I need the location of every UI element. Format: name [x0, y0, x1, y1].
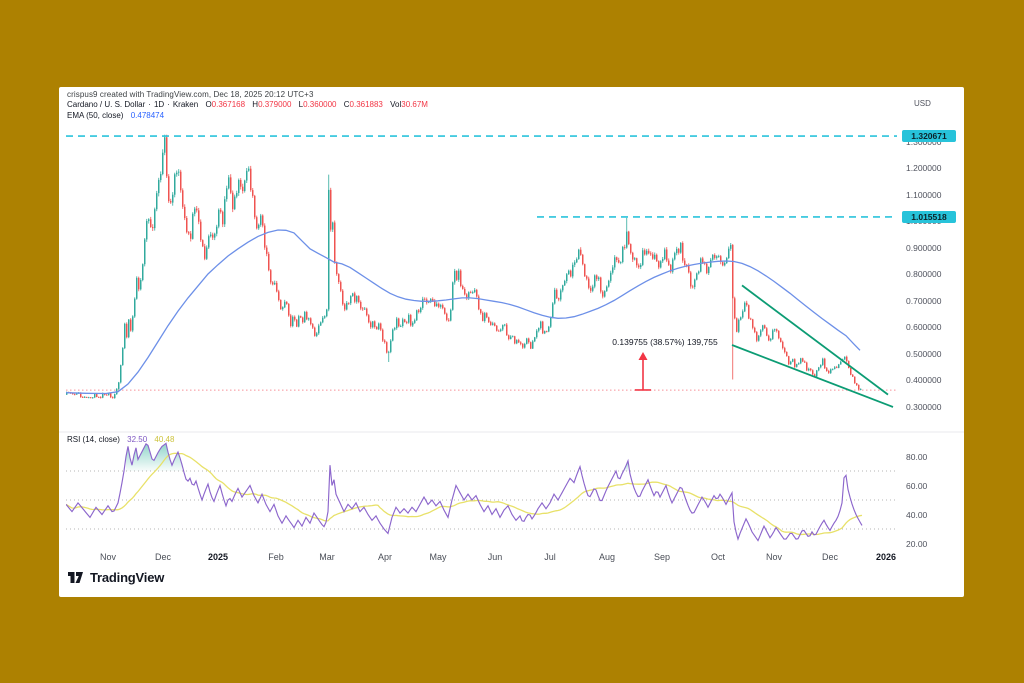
rsi-value: 32.50 — [127, 435, 148, 444]
ema-value: 0.478474 — [130, 111, 165, 120]
chart-panel: crispus9 created with TradingView.com, D… — [59, 87, 964, 597]
rsi-ma-value: 40.48 — [154, 435, 175, 444]
tradingview-logo-text: TradingView — [90, 570, 165, 585]
symbol-name[interactable]: Cardano / U. S. Dollar — [67, 100, 146, 109]
legend-separator: · — [167, 100, 170, 109]
tradingview-logo-icon — [68, 572, 83, 583]
interval-label[interactable]: 1D — [153, 100, 165, 109]
attribution-text: crispus9 created with TradingView.com, D… — [67, 90, 314, 99]
tradingview-logo[interactable]: TradingView — [67, 570, 164, 585]
rsi-label[interactable]: RSI (14, close) — [67, 435, 120, 444]
measure-label[interactable]: 0.139755 (38.57%) 139,755 — [612, 336, 718, 347]
ohlc-high: H0.379000 — [252, 100, 292, 109]
ema-legend[interactable]: EMA (50, close) 0.478474 — [67, 111, 164, 120]
ohlc-open: O0.367168 — [205, 100, 246, 109]
ohlc-close: C0.361883 — [343, 100, 383, 109]
volume-value: Vol30.67M — [390, 100, 428, 109]
exchange-label[interactable]: Kraken — [172, 100, 199, 109]
candlestick-chart[interactable] — [59, 87, 964, 597]
legend-separator: · — [148, 100, 151, 109]
symbol-legend[interactable]: Cardano / U. S. Dollar · 1D · Kraken O0.3671… — [67, 100, 428, 109]
ohlc-low: L0.360000 — [298, 100, 337, 109]
ema-label[interactable]: EMA (50, close) — [67, 111, 124, 120]
rsi-legend[interactable]: RSI (14, close) 32.50 40.48 — [67, 435, 174, 444]
